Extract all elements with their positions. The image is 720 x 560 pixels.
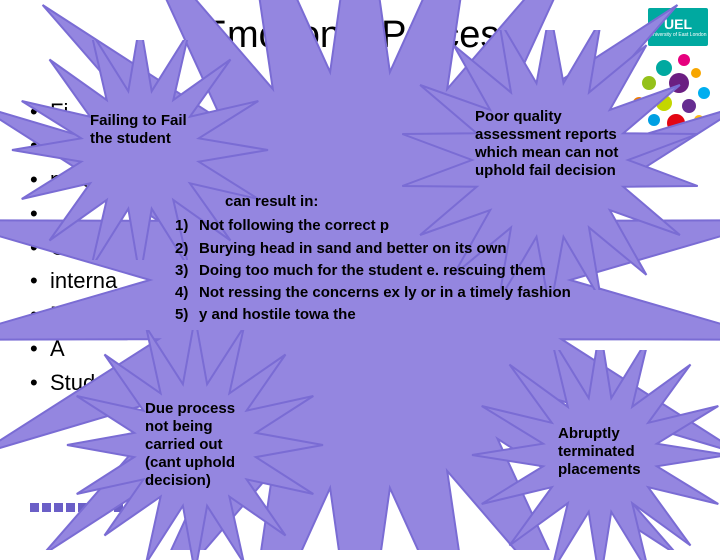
star-label-line: uphold fail decision (475, 162, 618, 180)
star-label-line: which mean can not (475, 144, 618, 162)
center-list-item: Doing too much for the student e. rescui… (199, 261, 605, 281)
star-label-line: Poor quality (475, 108, 618, 126)
center-list-item: Not following the correct p (199, 216, 605, 236)
label-poor-quality: Poor qualityassessment reportswhich mean… (475, 108, 618, 180)
center-list-item: y and hostile towa the (199, 305, 605, 325)
center-list-item: Burying head in sand and better on its o… (199, 239, 605, 259)
label-abruptly-terminated: Abruptlyterminatedplacements (558, 425, 641, 479)
star-label-line: Abruptly (558, 425, 641, 443)
center-result-list: can result in: Not following the correct… (175, 192, 605, 328)
label-due-process: Due processnot beingcarried out(cant uph… (145, 400, 235, 490)
star-label-line: decision) (145, 472, 235, 490)
star-label-line: placements (558, 461, 641, 479)
star-label-line: Due process (145, 400, 235, 418)
star-label-line: Failing to Fail (90, 112, 187, 130)
star-label-line: carried out (145, 436, 235, 454)
label-failing-to-fail: Failing to Failthe student (90, 112, 187, 148)
star-label-line: (cant uphold (145, 454, 235, 472)
star-label-line: not being (145, 418, 235, 436)
center-list-item: Not ressing the concerns ex ly or in a t… (199, 283, 605, 303)
center-lead-text: can result in: (175, 192, 605, 212)
star-label-line: the student (90, 130, 187, 148)
star-label-line: terminated (558, 443, 641, 461)
star-label-line: assessment reports (475, 126, 618, 144)
